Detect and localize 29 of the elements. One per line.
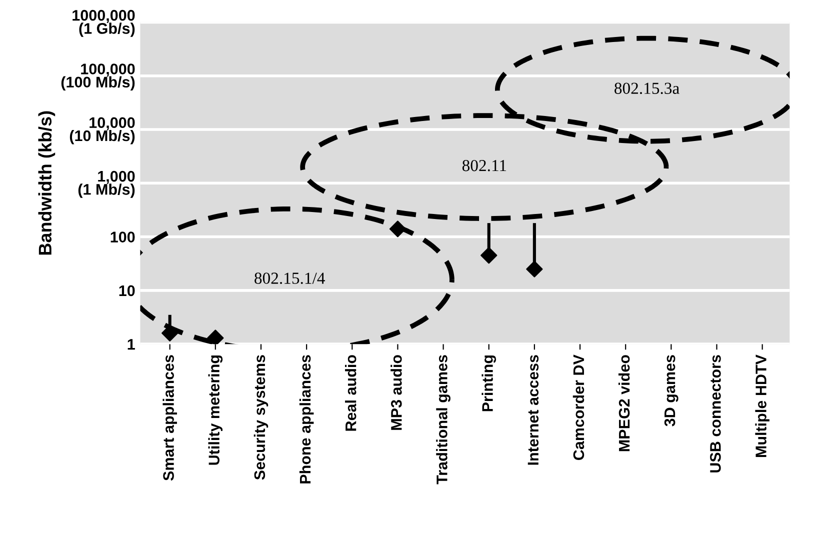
x-tick-label: Phone appliances (299, 355, 314, 484)
point (480, 247, 498, 264)
x-tick-label: Utility metering (208, 356, 223, 465)
x-tick-label: MP3 audio (390, 355, 402, 430)
point (389, 220, 406, 238)
y-axis-title: Bandwidth (kb/s) (38, 111, 56, 255)
x-tick-label: Real audio (345, 355, 356, 431)
annotation: 802.15.1/4 (254, 272, 325, 284)
x-tick-label: Printing (482, 356, 496, 412)
x-tick-label: Internet access (528, 355, 539, 465)
y-tick-label: 1,000 (1 Mb/s) (78, 170, 135, 198)
y-tick-label: 1000,000 (1 Gb/s) (72, 10, 135, 37)
x-tick-label: MPEG2 video (618, 355, 630, 452)
x-tick-label: Smart appliances (162, 355, 177, 481)
annotation: 802.11 (462, 160, 506, 172)
y-tick-label: 100 (110, 232, 135, 242)
x-tick-label: Camcorder DV (572, 354, 584, 460)
x-tick-label: 3D games (664, 355, 678, 426)
annotation: 802.15.3a (614, 82, 680, 94)
x-tick-label: Multiple HDTV (755, 354, 770, 458)
y-tick-label: 100,000 (100 Mb/s) (61, 64, 135, 91)
x-tick-label: Traditional games (436, 355, 450, 484)
x-tick-label: USB connectors (710, 355, 721, 472)
point (526, 260, 543, 278)
point (207, 330, 224, 344)
y-tick-label: 1 (128, 339, 135, 350)
y-tick-label: 10,000 (10 Mb/s) (70, 117, 135, 144)
x-tick-label: Security systems (254, 355, 268, 480)
y-tick-label: 10 (119, 285, 135, 296)
